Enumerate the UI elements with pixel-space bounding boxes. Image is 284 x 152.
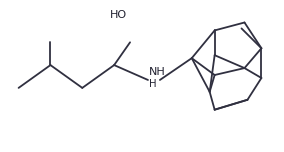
Text: H: H	[149, 79, 156, 89]
Text: NH: NH	[149, 67, 166, 77]
Text: HO: HO	[110, 10, 127, 20]
